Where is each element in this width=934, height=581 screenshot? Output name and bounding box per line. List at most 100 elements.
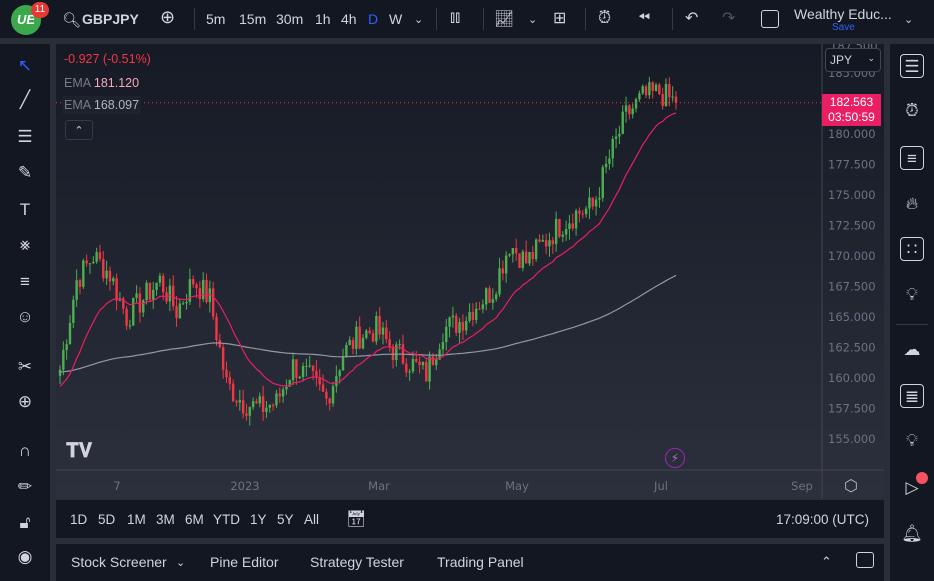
tab-strategy-tester[interactable]: Strategy Tester xyxy=(310,554,404,570)
candle-body xyxy=(438,349,441,360)
chart-pane[interactable]: 155.000 157.500 160.000 162.500 165.000 167.5… xyxy=(56,44,884,498)
calendar-icon[interactable]: ∷ xyxy=(900,237,924,261)
candle-body xyxy=(152,289,155,300)
zoom-in-icon[interactable]: ⊕ xyxy=(17,392,33,411)
collapse-legend-button[interactable]: ⌃ xyxy=(65,120,93,140)
redo-icon[interactable]: ↷ xyxy=(722,10,736,27)
text-icon[interactable]: T xyxy=(19,200,31,219)
lock-icon[interactable]: 🔓︎ xyxy=(19,513,31,532)
candle-body xyxy=(534,239,538,260)
tab-trading-panel[interactable]: Trading Panel xyxy=(437,554,524,570)
templates-icon[interactable]: ⊞ xyxy=(553,10,567,27)
collapse-panel-icon[interactable]: ⌃ xyxy=(821,554,832,569)
chat-icon[interactable]: ≣ xyxy=(900,384,924,408)
candle-body xyxy=(405,363,408,373)
candle-body xyxy=(145,282,148,301)
chat-cloud-icon[interactable]: ☁︎ xyxy=(903,340,921,359)
cursor-icon[interactable]: ↖ xyxy=(17,56,33,75)
fullscreen-icon[interactable] xyxy=(761,10,779,28)
candle-body xyxy=(628,105,631,115)
range-all[interactable]: All xyxy=(304,512,320,527)
candle-body xyxy=(564,229,568,235)
candle-body xyxy=(614,136,618,139)
lock-drawings-icon[interactable]: ✏ xyxy=(17,477,33,496)
interval-1h[interactable]: 1h xyxy=(315,11,331,27)
top-toolbar: UE 11 🔍︎ GBPJPY ⊕ 5m 15m 30m 1h 4h D W ⌄… xyxy=(0,0,934,38)
interval-15m[interactable]: 15m xyxy=(239,11,267,27)
interval-4h[interactable]: 4h xyxy=(341,11,357,27)
notifications-icon[interactable]: 🔔︎ xyxy=(901,524,923,543)
chevron-down-icon[interactable]: ⌄ xyxy=(414,14,424,26)
range-5d[interactable]: 5D xyxy=(98,512,116,527)
range-ytd[interactable]: YTD xyxy=(213,512,240,527)
candle-body xyxy=(175,306,178,319)
candle-body xyxy=(98,252,102,260)
prediction-icon[interactable]: ≡ xyxy=(20,272,30,291)
indicators-icon[interactable]: 📈︎ xyxy=(494,11,515,28)
alert-icon[interactable]: ⏰︎ xyxy=(598,8,612,27)
undo-icon[interactable]: ↶ xyxy=(685,10,699,27)
maximize-panel-icon[interactable] xyxy=(856,552,874,568)
watchlist-icon[interactable]: ☰ xyxy=(900,54,924,78)
candle-body xyxy=(544,240,548,247)
chevron-down-icon[interactable]: ⌄ xyxy=(904,14,914,26)
currency-select[interactable]: JPY ⌄ xyxy=(825,48,881,72)
settings-icon[interactable]: ⬡ xyxy=(844,478,858,495)
price-chart[interactable]: 155.000 157.500 160.000 162.500 165.000 167.5… xyxy=(56,44,884,498)
save-button[interactable]: Save xyxy=(832,22,855,33)
ruler-icon[interactable]: ✂ xyxy=(17,357,33,376)
magnet-icon[interactable]: ∩ xyxy=(18,441,32,460)
tab-stock-screener[interactable]: Stock Screener xyxy=(71,554,167,570)
ideas-icon[interactable]: 💡︎ xyxy=(906,285,918,304)
ema-slow-label: EMA xyxy=(64,98,91,112)
goto-date-icon[interactable]: 📅︎ xyxy=(346,511,367,528)
play-broadcast-icon[interactable]: ▷ xyxy=(905,478,919,497)
candle-body xyxy=(178,303,182,319)
candle-body xyxy=(142,300,145,313)
range-1y[interactable]: 1Y xyxy=(250,512,267,527)
brush-icon[interactable]: ✎ xyxy=(17,163,33,182)
emoji-icon[interactable]: ☺ xyxy=(16,307,34,326)
range-5y[interactable]: 5Y xyxy=(277,512,294,527)
range-3m[interactable]: 3M xyxy=(156,512,175,527)
candle-body xyxy=(221,347,225,370)
fib-icon[interactable]: ☰ xyxy=(17,127,33,146)
interval-d[interactable]: D xyxy=(368,11,379,27)
replay-icon[interactable]: ⏪︎ xyxy=(638,9,651,26)
chevron-down-icon[interactable]: ⌄ xyxy=(176,557,186,569)
candle-body xyxy=(385,327,388,340)
price-tick-label: 167.500 xyxy=(828,280,876,294)
chevron-down-icon[interactable]: ⌄ xyxy=(528,14,538,26)
current-price: 182.563 xyxy=(829,95,874,109)
streams-icon[interactable]: 💡︎ xyxy=(906,431,918,450)
interval-30m[interactable]: 30m xyxy=(276,11,304,27)
candle-body xyxy=(504,255,508,274)
alarm-icon[interactable]: ⏰︎ xyxy=(905,101,919,120)
interval-w[interactable]: W xyxy=(389,11,403,27)
candle-body xyxy=(435,359,438,366)
layout-name[interactable]: Wealthy Educ... xyxy=(794,6,892,22)
candle-body xyxy=(581,213,584,215)
pattern-icon[interactable]: ⨳ xyxy=(19,235,31,254)
range-6m[interactable]: 6M xyxy=(185,512,204,527)
candle-body xyxy=(245,413,248,416)
eye-icon[interactable]: ◉ xyxy=(17,547,33,566)
clock-time[interactable]: 17:09:00 (UTC) xyxy=(776,512,870,527)
trendline-icon[interactable]: ╱ xyxy=(19,90,31,109)
candle-body xyxy=(132,297,135,326)
range-1d[interactable]: 1D xyxy=(70,512,88,527)
add-list-icon[interactable]: ≡ xyxy=(900,146,924,170)
add-symbol-icon[interactable]: ⊕ xyxy=(160,7,176,27)
symbol-search[interactable]: GBPJPY xyxy=(82,11,139,27)
search-icon[interactable]: 🔍︎ xyxy=(62,12,82,29)
events-icon[interactable]: ⚡︎ xyxy=(665,448,685,468)
tab-pine-editor[interactable]: Pine Editor xyxy=(210,554,279,570)
candle-body xyxy=(261,396,265,412)
interval-5m[interactable]: 5m xyxy=(206,11,226,27)
candles-icon[interactable]: ⫾⫾ xyxy=(450,9,461,26)
candle-body xyxy=(524,251,528,264)
hotlist-icon[interactable]: 🔥︎ xyxy=(905,194,919,213)
candle-body xyxy=(494,294,498,300)
candle-body xyxy=(571,223,574,229)
range-1m[interactable]: 1M xyxy=(127,512,146,527)
